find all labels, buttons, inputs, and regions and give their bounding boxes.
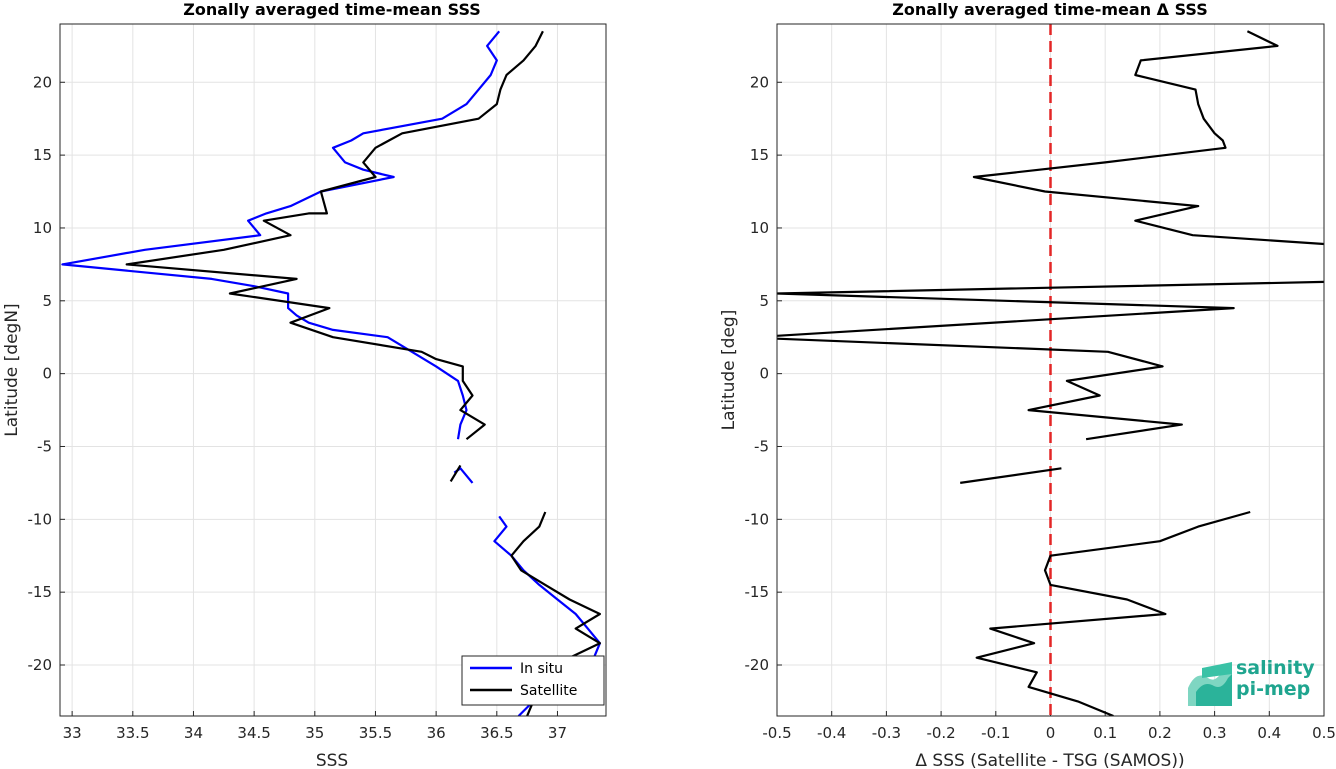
left-x-tick-label: 34 xyxy=(184,724,203,742)
right-x-tick-label: 0.5 xyxy=(1312,724,1336,742)
left-y-axis-label: Latitude [degN] xyxy=(2,303,22,436)
right-y-tick-label: 10 xyxy=(750,219,769,237)
right-y-tick-label: 5 xyxy=(759,292,769,310)
right-x-tick-label: -0.2 xyxy=(926,724,955,742)
right-y-axis-label: Latitude [deg] xyxy=(719,310,739,431)
right-x-tick-label: 0.3 xyxy=(1203,724,1227,742)
right-x-axis-label: Δ SSS (Satellite - TSG (SAMOS)) xyxy=(915,751,1184,769)
left-x-tick-label: 33 xyxy=(63,724,82,742)
legend-entry-satellite: Satellite xyxy=(520,683,577,699)
right-y-tick-label: 20 xyxy=(750,73,769,91)
right-x-tick-label: 0 xyxy=(1046,724,1056,742)
right-series-delta-sss-segment-3 xyxy=(960,467,1062,484)
right-y-tick-label: -10 xyxy=(745,510,770,528)
right-x-tick-label: -0.4 xyxy=(817,724,846,742)
left-axes-box xyxy=(59,23,607,717)
left-y-tick-label: 0 xyxy=(42,365,52,383)
left-series-in-situ-segment-0 xyxy=(61,30,501,440)
right-series-delta-sss-segment-0 xyxy=(972,30,1324,246)
right-series-delta-sss-segment-4 xyxy=(975,510,1251,716)
right-y-tick-label: 0 xyxy=(759,365,769,383)
left-x-axis-label: SSS xyxy=(316,751,348,769)
right-x-tick-label: -0.5 xyxy=(762,724,791,742)
salinity-pimep-logo-icon xyxy=(1188,662,1232,706)
left-series-satellite-segment-1 xyxy=(449,464,462,482)
right-y-tick-label: -15 xyxy=(745,583,770,601)
left-x-tick-label: 35 xyxy=(305,724,324,742)
left-x-tick-label: 35.5 xyxy=(359,724,392,742)
left-x-tick-label: 36 xyxy=(427,724,446,742)
right-x-tick-label: 0.2 xyxy=(1148,724,1172,742)
left-y-tick-label: 5 xyxy=(42,292,52,310)
right-y-tick-label: -20 xyxy=(745,656,770,674)
left-y-tick-label: 10 xyxy=(33,219,52,237)
left-x-tick-label: 33.5 xyxy=(116,724,149,742)
right-chart-title: Zonally averaged time-mean Δ SSS xyxy=(892,0,1208,19)
left-y-tick-label: -20 xyxy=(28,656,53,674)
left-y-tick-label: -15 xyxy=(28,583,53,601)
logo-text-line2: pi-mep xyxy=(1236,678,1311,700)
right-y-tick-label: -5 xyxy=(754,437,769,455)
left-x-tick-label: 34.5 xyxy=(237,724,270,742)
left-chart-legend: In situ Satellite xyxy=(461,655,605,706)
right-axes-box xyxy=(776,23,1325,717)
left-plot-area xyxy=(60,24,606,716)
right-x-tick-label: 0.4 xyxy=(1257,724,1281,742)
logo-text-line1: salinity xyxy=(1236,657,1315,679)
right-x-tick-label: -0.1 xyxy=(981,724,1010,742)
logo-text: salinity pi-mep xyxy=(1236,658,1315,700)
left-y-tick-label: 20 xyxy=(33,73,52,91)
right-x-tick-label: -0.3 xyxy=(872,724,901,742)
left-y-tick-label: 15 xyxy=(33,146,52,164)
left-series-satellite-segment-0 xyxy=(125,30,544,441)
left-y-tick-label: -10 xyxy=(28,510,53,528)
left-x-tick-label: 36.5 xyxy=(480,724,513,742)
right-chart-panel: Zonally averaged time-mean Δ SSS Δ SSS (… xyxy=(719,0,1336,769)
legend-entry-in-situ: In situ xyxy=(520,661,563,677)
left-chart-panel: Zonally averaged time-mean SSS SSS Latit… xyxy=(2,0,607,769)
left-x-tick-label: 37 xyxy=(548,724,567,742)
right-series-delta-sss-segment-2 xyxy=(777,337,1183,441)
right-x-tick-label: 0.1 xyxy=(1093,724,1117,742)
right-series-delta-sss-segment-1 xyxy=(777,280,1324,337)
left-y-tick-label: -5 xyxy=(37,437,52,455)
right-y-tick-label: 15 xyxy=(750,146,769,164)
left-chart-title: Zonally averaged time-mean SSS xyxy=(183,0,481,19)
